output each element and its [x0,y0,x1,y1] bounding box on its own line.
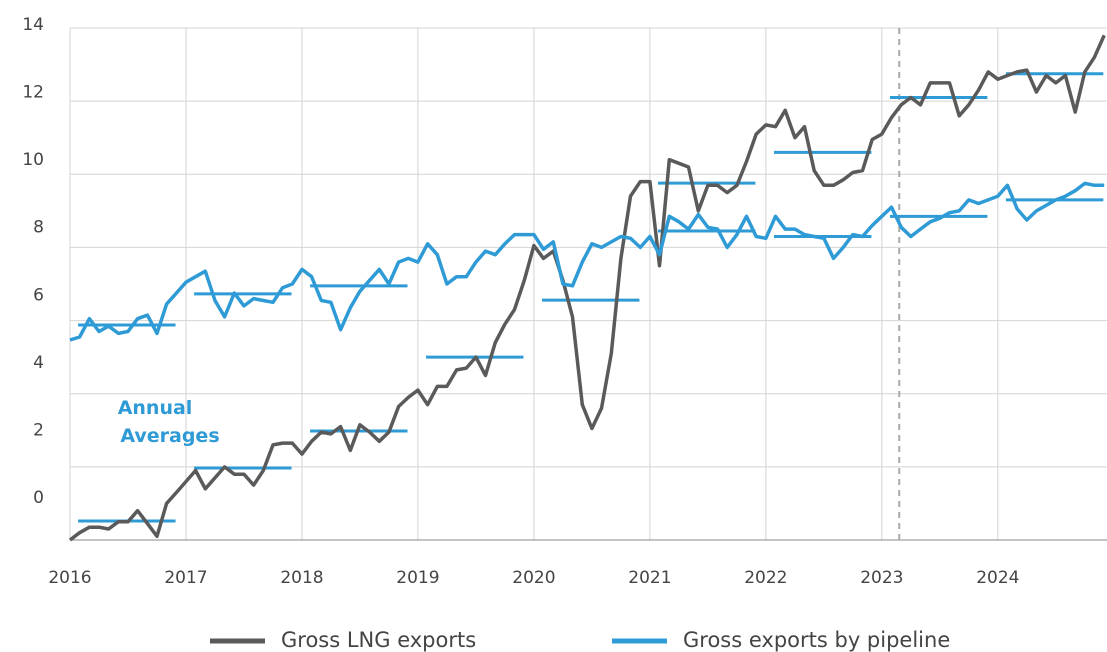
x-tick-label: 2022 [744,568,787,588]
y-tick-label: 0 [33,488,44,508]
x-tick-label: 2021 [628,568,671,588]
x-tick-label: 2020 [512,568,555,588]
y-tick-label: 12 [22,83,44,103]
x-tick-label: 2023 [860,568,903,588]
y-tick-label: 4 [33,353,44,373]
x-tick-label: 2018 [280,568,323,588]
y-tick-label: 10 [22,150,44,170]
legend-label: Gross LNG exports [281,628,476,652]
series-line [68,34,1106,542]
y-tick-label: 8 [33,218,44,238]
x-tick-label: 2016 [48,568,91,588]
y-tick-label: 14 [22,15,44,35]
annotation: Annual Averages [118,397,220,447]
x-tick-label: 2024 [976,568,1019,588]
y-tick-label: 6 [33,285,44,305]
legend-label: Gross exports by pipeline [683,628,950,652]
x-tick-label: 2017 [164,568,207,588]
y-tick-label: 2 [33,420,44,440]
x-tick-label: 2019 [396,568,439,588]
series-line [69,181,1105,342]
